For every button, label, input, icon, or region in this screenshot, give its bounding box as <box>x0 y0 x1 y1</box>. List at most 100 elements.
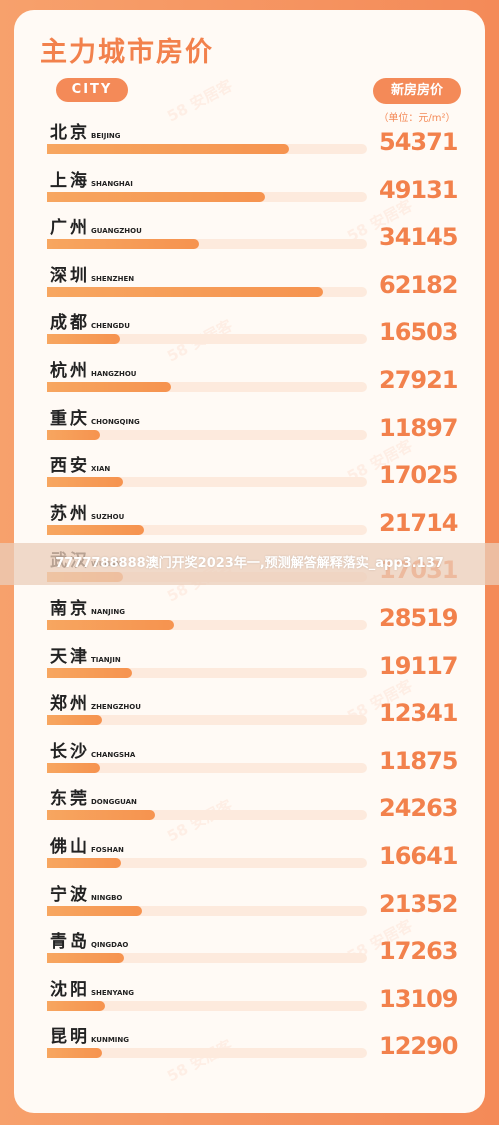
city-label: 杭州HANGZHOU <box>50 356 136 381</box>
chart-row: 上海SHANGHAI 49131 <box>14 166 485 213</box>
city-name: 沈阳 <box>50 979 90 1000</box>
price-value: 62182 <box>379 270 459 299</box>
price-bar <box>47 144 289 154</box>
chart-row: 南京NANJING 28519 <box>14 594 485 641</box>
city-label: 昆明KUNMING <box>50 1022 129 1047</box>
chart-row: 青岛QINGDAO 17263 <box>14 927 485 974</box>
price-value: 11875 <box>379 746 459 775</box>
city-pinyin: XIAN <box>91 465 111 474</box>
city-label: 佛山FOSHAN <box>50 832 124 857</box>
city-label: 上海SHANGHAI <box>50 166 133 191</box>
price-bar <box>47 524 144 535</box>
city-label: 东莞DONGGUAN <box>50 784 137 809</box>
city-name: 重庆 <box>50 408 90 429</box>
bar-track <box>47 524 367 535</box>
price-bar <box>47 762 100 773</box>
bar-track <box>47 1000 367 1011</box>
chart-row: 西安XIAN 17025 <box>14 451 485 498</box>
city-name: 苏州 <box>50 503 90 524</box>
chart-row: 沈阳SHENYANG 13109 <box>14 975 485 1022</box>
city-name: 郑州 <box>50 694 90 715</box>
city-pinyin: SHENYANG <box>91 988 134 997</box>
city-name: 南京 <box>50 599 90 619</box>
price-value: 21714 <box>379 508 459 537</box>
price-value: 19117 <box>379 651 459 680</box>
city-label: 天津TIANJIN <box>50 642 121 667</box>
city-name: 东莞 <box>50 789 90 810</box>
city-pinyin: GUANGZHOU <box>91 227 142 236</box>
city-pinyin: NANJING <box>91 608 125 616</box>
price-bar <box>47 715 102 726</box>
city-pinyin: KUNMING <box>91 1036 130 1045</box>
chart-row: 北京BEIJING 54371 <box>14 118 485 165</box>
price-value: 12341 <box>379 699 459 728</box>
city-label: 西安XIAN <box>50 451 110 476</box>
price-bar <box>47 239 199 250</box>
chart-row: 长沙CHANGSHA 11875 <box>14 737 485 784</box>
chart-row: 杭州HANGZHOU 27921 <box>14 356 485 403</box>
bar-track <box>47 953 367 964</box>
price-value: 16503 <box>379 318 459 347</box>
city-name: 宁波 <box>50 884 90 905</box>
price-value: 21352 <box>379 889 459 918</box>
bar-track <box>47 667 367 678</box>
city-label: 青岛QINGDAO <box>50 927 128 952</box>
city-name: 杭州 <box>50 361 90 381</box>
chart-row: 佛山FOSHAN 16641 <box>14 832 485 879</box>
chart-row: 苏州SUZHOU 21714 <box>14 499 485 546</box>
city-column-header: CITY <box>56 78 128 102</box>
unit-label: （单位：元/m²） <box>378 113 456 124</box>
city-label: 宁波NINGBO <box>50 880 122 905</box>
chart-row: 深圳SHENZHEN 62182 <box>14 261 485 308</box>
city-label: 南京NANJING <box>50 594 125 619</box>
city-name: 上海 <box>50 170 90 191</box>
price-bar <box>47 286 323 297</box>
price-bar <box>47 191 265 202</box>
bar-track <box>47 810 367 821</box>
price-value: 17263 <box>379 937 459 966</box>
city-label: 苏州SUZHOU <box>50 499 124 524</box>
city-pinyin: TIANJIN <box>91 655 121 664</box>
price-value: 54371 <box>379 128 459 156</box>
city-label: 沈阳SHENYANG <box>50 975 134 1000</box>
city-name: 天津 <box>50 646 90 667</box>
price-bar <box>47 953 124 964</box>
bar-track <box>47 334 367 345</box>
bar-track <box>47 762 367 773</box>
price-value: 27921 <box>379 366 459 394</box>
chart-row: 重庆CHONGQING 11897 <box>14 404 485 451</box>
chart-row: 宁波NINGBO 21352 <box>14 880 485 927</box>
city-pinyin: FOSHAN <box>91 846 124 854</box>
bar-track <box>47 191 367 202</box>
bar-track <box>47 286 367 297</box>
price-bar <box>47 905 142 916</box>
city-label: 北京BEIJING <box>50 118 121 143</box>
price-value: 12290 <box>379 1032 459 1061</box>
city-name: 昆明 <box>50 1027 90 1048</box>
price-value: 11897 <box>379 413 459 442</box>
bar-track <box>47 477 367 488</box>
price-value: 17025 <box>379 461 459 490</box>
price-value: 16641 <box>379 842 459 870</box>
price-value: 28519 <box>379 604 459 632</box>
bar-track <box>47 715 367 726</box>
city-name: 西安 <box>50 456 90 477</box>
city-label: 重庆CHONGQING <box>50 404 140 429</box>
city-pinyin: DONGGUAN <box>91 798 137 807</box>
bar-track <box>47 858 367 868</box>
chart-row: 天津TIANJIN 19117 <box>14 642 485 689</box>
city-pinyin: BEIJING <box>91 132 121 140</box>
bar-track <box>47 1048 367 1059</box>
city-pinyin: SUZHOU <box>91 512 125 521</box>
price-bar <box>47 620 174 630</box>
city-pinyin: SHENZHEN <box>91 274 135 283</box>
price-value: 13109 <box>379 984 459 1013</box>
price-value: 34145 <box>379 223 459 252</box>
bar-track <box>47 239 367 250</box>
city-pinyin: HANGZHOU <box>91 370 137 378</box>
city-name: 青岛 <box>50 932 90 953</box>
overlay-banner: 7777788888澳门开奖2023年一,预测解答解释落实_app3.137 <box>0 543 499 585</box>
chart-row: 郑州ZHENGZHOU 12341 <box>14 689 485 736</box>
city-name: 长沙 <box>50 741 90 762</box>
city-pinyin: CHANGSHA <box>91 750 136 759</box>
